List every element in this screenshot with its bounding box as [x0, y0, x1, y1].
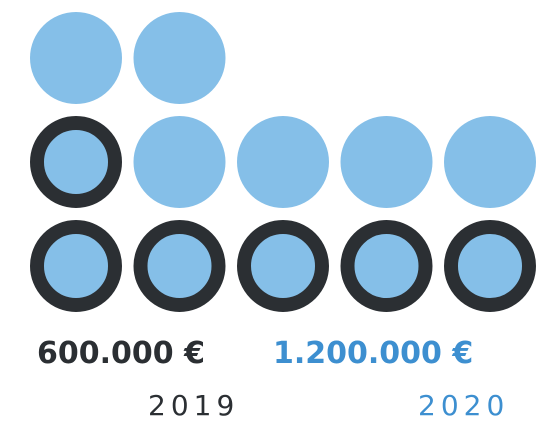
dot-matrix-chart: [30, 12, 536, 312]
dot-2019-2020: [340, 220, 433, 312]
dot-2020: [133, 116, 226, 208]
dot-2019-2020: [30, 220, 122, 312]
dot-2019-2020: [444, 220, 536, 312]
dot-2020: [30, 12, 122, 104]
dot-2020: [340, 116, 433, 208]
year-label-2020: 2020: [418, 389, 510, 422]
dot-2019-2020: [237, 220, 329, 312]
year-label-2019: 2019: [148, 389, 240, 422]
dot-2019-2020: [133, 220, 226, 312]
dot-2020: [444, 116, 536, 208]
value-label-2020: 1.200.000 €: [273, 336, 474, 371]
dot-2020: [237, 116, 329, 208]
dot-2019-2020: [30, 116, 122, 208]
value-label-2019: 600.000 €: [37, 336, 205, 371]
dot-2020: [133, 12, 226, 104]
